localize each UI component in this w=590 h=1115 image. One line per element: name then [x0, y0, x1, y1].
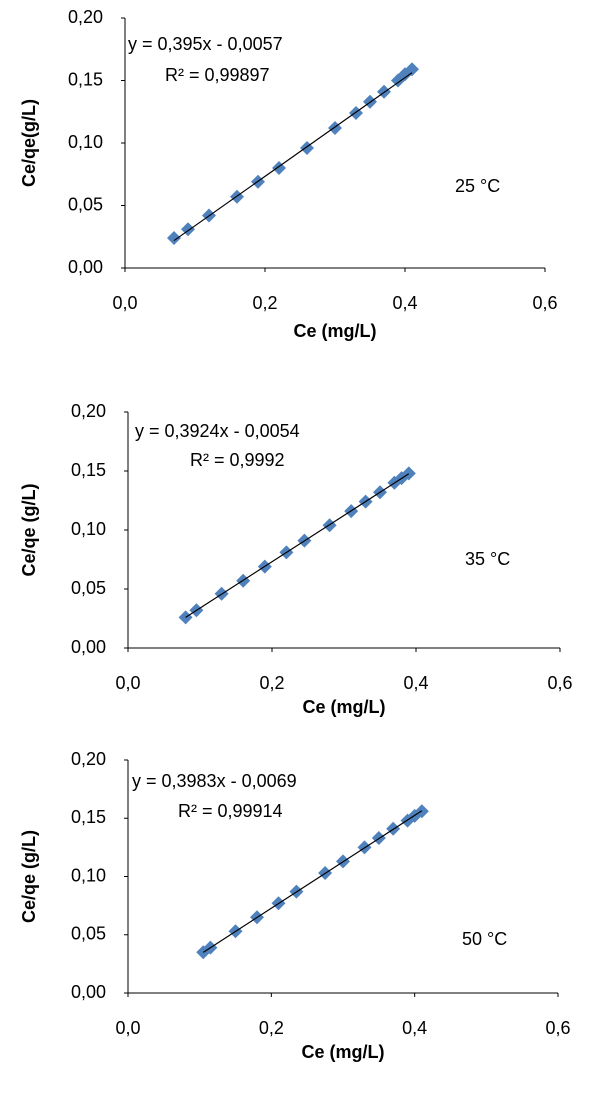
y-tick-label: 0,00	[68, 257, 103, 277]
trendline-r2: R² = 0,99914	[178, 801, 283, 821]
x-tick-label: 0,6	[547, 673, 572, 693]
trendline-equation: y = 0,395x - 0,0057	[128, 34, 283, 54]
trendline-r2: R² = 0,9992	[190, 450, 285, 470]
x-tick-label: 0,6	[545, 1018, 570, 1038]
y-tick-label: 0,05	[71, 578, 106, 598]
y-tick-label: 0,05	[71, 924, 106, 944]
y-tick-label: 0,15	[71, 807, 106, 827]
y-tick-label: 0,15	[68, 69, 103, 89]
y-axis-title: Ce/qe (g/L)	[19, 483, 39, 576]
y-tick-label: 0,20	[71, 749, 106, 769]
trendline-r2: R² = 0,99897	[165, 65, 270, 85]
y-tick-label: 0,20	[68, 7, 103, 27]
chart: 0,00 0,05 0,10 0,15 0,20 0,0 0,2 0,4 0,6 Ce (mg/L…	[19, 401, 573, 717]
y-tick-label: 0,05	[68, 194, 103, 214]
trendline	[173, 72, 413, 242]
x-tick-label: 0,2	[259, 1018, 284, 1038]
x-tick-label: 0,4	[392, 293, 417, 313]
x-axis-title: Ce (mg/L)	[302, 1042, 385, 1062]
y-axis-title: Ce/qe (g/L)	[19, 830, 39, 923]
x-tick-label: 0,4	[403, 673, 428, 693]
temperature-label: 25 °C	[455, 176, 500, 196]
y-axis-title: Ce/qe(g/L)	[19, 99, 39, 187]
x-tick-label: 0,2	[252, 293, 277, 313]
y-tick-label: 0,20	[71, 401, 106, 421]
y-tick-label: 0,00	[71, 982, 106, 1002]
temperature-label: 35 °C	[465, 549, 510, 569]
x-tick-label: 0,6	[532, 293, 557, 313]
y-tick-label: 0,10	[68, 132, 103, 152]
y-tick-label: 0,10	[71, 865, 106, 885]
y-tick-label: 0,10	[71, 519, 106, 539]
y-tick-label: 0,00	[71, 637, 106, 657]
x-tick-label: 0,0	[112, 293, 137, 313]
y-tick-label: 0,15	[71, 460, 106, 480]
marker	[167, 231, 181, 245]
trendline	[202, 810, 423, 953]
x-tick-label: 0,4	[402, 1018, 427, 1038]
x-tick-label: 0,2	[259, 673, 284, 693]
temperature-label: 50 °C	[462, 929, 507, 949]
marker	[405, 62, 419, 77]
trendline-equation: y = 0,3924x - 0,0054	[135, 421, 300, 441]
x-axis-title: Ce (mg/L)	[294, 321, 377, 341]
trendline	[185, 473, 410, 618]
chart: 0,00 0,05 0,10 0,15 0,20 0,0 0,2 0,4 0,6 Ce (mg/L…	[19, 7, 558, 341]
x-tick-label: 0,0	[115, 673, 140, 693]
trendline-equation: y = 0,3983x - 0,0069	[132, 771, 297, 791]
x-tick-label: 0,0	[115, 1018, 140, 1038]
marker	[401, 466, 416, 481]
x-axis-title: Ce (mg/L)	[303, 697, 386, 717]
chart: 0,00 0,05 0,10 0,15 0,20 0,0 0,2 0,4 0,6 Ce (mg/L…	[19, 749, 571, 1062]
